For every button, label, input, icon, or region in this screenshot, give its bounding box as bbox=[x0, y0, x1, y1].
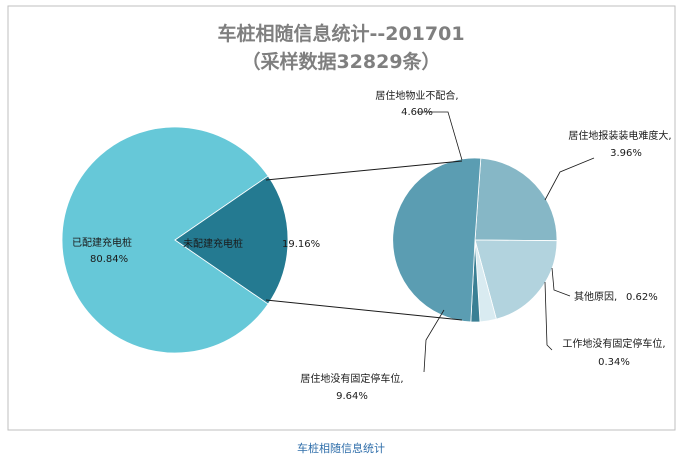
connector-line-top bbox=[265, 160, 463, 181]
figure-caption: 车桩相随信息统计 bbox=[297, 441, 385, 455]
pie-slice-built bbox=[61, 126, 269, 354]
data-label-home-parking-name: 居住地没有固定停车位, bbox=[300, 372, 403, 385]
secondary-pie bbox=[392, 157, 558, 323]
data-label-notbuilt-name: 未配建充电桩 bbox=[183, 237, 243, 250]
data-label-work-parking-name: 工作地没有固定停车位, bbox=[562, 337, 665, 350]
data-label-built-value: 80.84% bbox=[90, 254, 128, 265]
pie-slice-install bbox=[474, 239, 558, 320]
chart-subtitle: （采样数据32829条） bbox=[241, 50, 440, 73]
data-label-other-name: 其他原因, bbox=[574, 290, 617, 303]
data-label-home-parking-value: 9.64% bbox=[336, 391, 368, 402]
leader-line-home-parking bbox=[423, 309, 445, 373]
leader-line-work-parking bbox=[544, 281, 553, 351]
data-label-property-name: 居住地物业不配合, bbox=[375, 89, 458, 102]
data-label-property-value: 4.60% bbox=[401, 107, 433, 118]
connector-line-bottom bbox=[265, 299, 463, 321]
pie-slice-notbuilt bbox=[174, 175, 289, 305]
data-label-install-name: 居住地报装装电难度大, bbox=[568, 129, 671, 142]
data-label-install-value: 3.96% bbox=[610, 148, 642, 159]
main-pie bbox=[61, 126, 289, 354]
data-label-work-parking-value: 0.34% bbox=[598, 357, 630, 368]
leader-line-property bbox=[417, 111, 463, 161]
leader-line-other bbox=[551, 267, 571, 297]
data-label-notbuilt-value: 19.16% bbox=[282, 239, 320, 250]
pie-slice-property bbox=[474, 157, 558, 242]
data-label-other-value: 0.62% bbox=[626, 292, 658, 303]
chart-title: 车桩相随信息统计--201701 bbox=[217, 22, 464, 45]
data-label-built-name: 已配建充电桩 bbox=[72, 236, 132, 249]
leader-line-install bbox=[544, 157, 595, 201]
